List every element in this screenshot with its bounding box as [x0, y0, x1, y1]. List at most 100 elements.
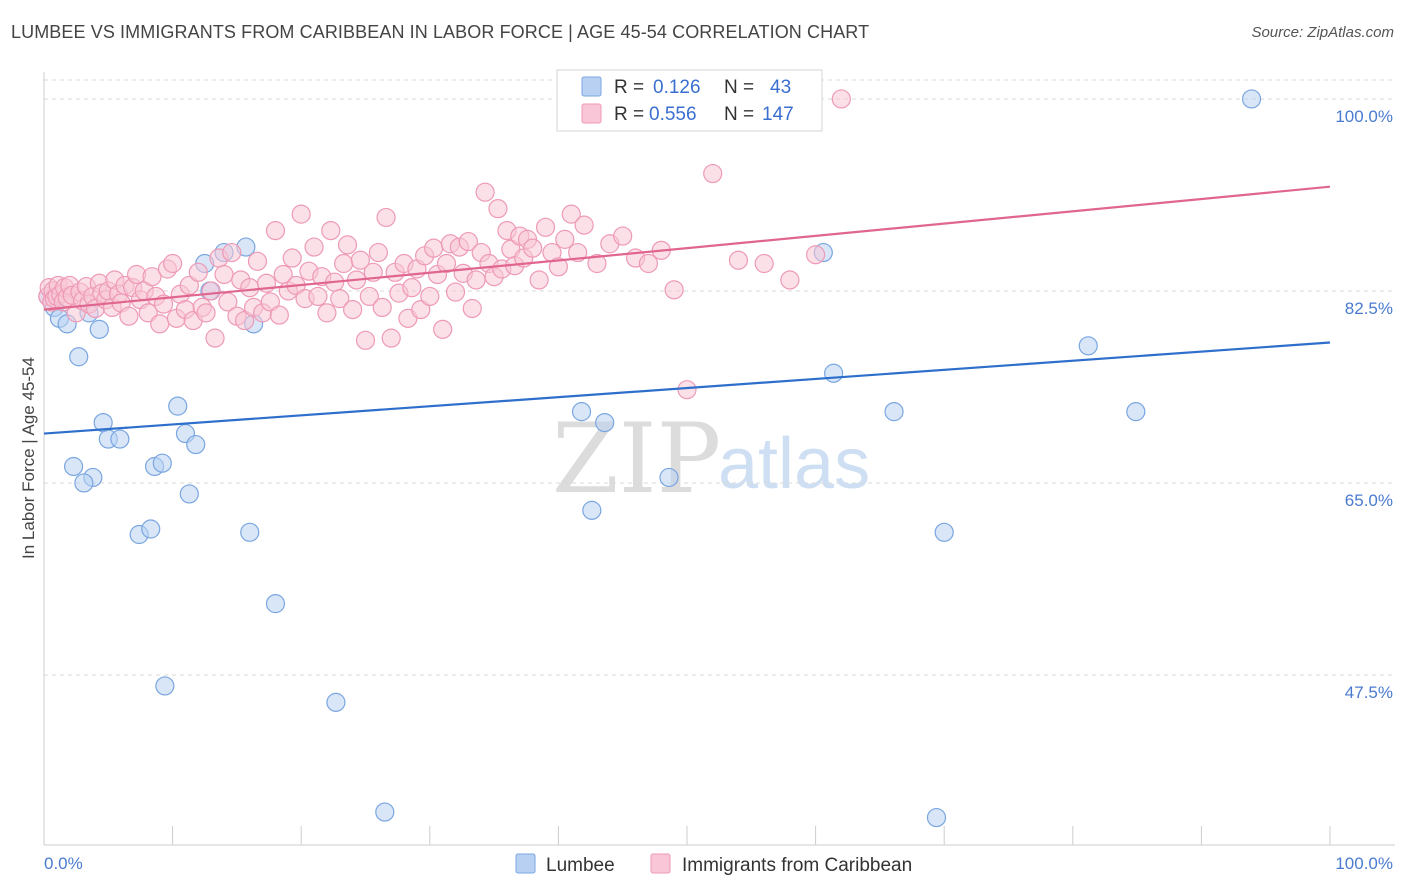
- correlation-legend: R = 0.126 N = 43 R = 0.556 N = 147: [556, 69, 823, 132]
- caribbean-point-80: [334, 253, 354, 274]
- series-legend: Lumbee Immigrants from Caribbean: [515, 853, 912, 876]
- legend-swatch-caribbean: [581, 103, 602, 124]
- lumbee-point-38: [934, 522, 954, 542]
- caribbean-point-101: [424, 238, 444, 258]
- caribbean-point-68: [282, 248, 302, 268]
- y-tick-labels: 100.0% 82.5% 65.0% 47.5%: [1335, 107, 1393, 702]
- caribbean-point-109: [458, 231, 478, 252]
- lumbee-point-31: [582, 500, 602, 520]
- series-legend-swatch-caribbean: [650, 853, 671, 874]
- caribbean-point-145: [805, 245, 826, 265]
- series-caribbean-points: [38, 89, 851, 400]
- lumbee-point-42: [1241, 89, 1262, 109]
- caribbean-point-81: [337, 235, 358, 255]
- lumbee-point-6: [89, 319, 109, 339]
- y-tick-label-3: 47.5%: [1345, 683, 1393, 702]
- caribbean-point-70: [291, 204, 311, 224]
- caribbean-point-143: [754, 253, 774, 274]
- legend-r-value-lumbee: 0.126: [653, 77, 701, 98]
- caribbean-point-40: [163, 253, 183, 274]
- source-credit: Source: ZipAtlas.com: [1251, 24, 1394, 41]
- lumbee-point-18: [168, 396, 188, 416]
- lumbee-point-37: [884, 402, 904, 422]
- caribbean-point-49: [201, 281, 221, 301]
- caribbean-point-135: [613, 226, 633, 246]
- caribbean-point-130: [561, 204, 581, 224]
- caribbean-point-124: [523, 238, 543, 258]
- series-legend-label-lumbee: Lumbee: [546, 855, 615, 876]
- lumbee-point-32: [571, 402, 592, 422]
- caribbean-point-110: [462, 298, 482, 319]
- lumbee-point-40: [1126, 402, 1146, 422]
- caribbean-point-50: [205, 328, 225, 348]
- x-tick-label-max: 100.0%: [1335, 854, 1393, 873]
- caribbean-point-86: [359, 286, 379, 307]
- axes: [43, 72, 1395, 846]
- lumbee-point-11: [74, 473, 94, 493]
- caribbean-point-74: [308, 286, 328, 307]
- lumbee-point-39: [926, 807, 947, 828]
- lumbee-point-5: [69, 347, 89, 367]
- caribbean-point-111: [466, 270, 486, 290]
- caribbean-point-139: [664, 280, 684, 300]
- caribbean-point-103: [433, 319, 453, 339]
- y-tick-label-1: 82.5%: [1345, 299, 1393, 318]
- caribbean-point-76: [317, 303, 337, 323]
- caribbean-point-96: [402, 278, 422, 298]
- caribbean-point-137: [638, 253, 659, 274]
- caribbean-point-146: [831, 89, 851, 109]
- caribbean-point-82: [343, 299, 363, 320]
- lumbee-point-16: [152, 453, 172, 473]
- lumbee-point-33: [595, 413, 615, 433]
- caribbean-point-48: [196, 303, 216, 323]
- caribbean-point-129: [555, 229, 575, 249]
- caribbean-point-77: [321, 221, 341, 241]
- lumbee-point-29: [326, 692, 346, 712]
- caribbean-point-58: [240, 278, 260, 298]
- caribbean-point-125: [529, 270, 549, 290]
- trend-line-caribbean: [43, 185, 1331, 311]
- caribbean-point-141: [703, 163, 723, 184]
- caribbean-point-52: [214, 264, 234, 285]
- caribbean-point-142: [728, 250, 749, 270]
- caribbean-point-133: [587, 253, 607, 274]
- series-legend-swatch-lumbee: [515, 853, 536, 874]
- caribbean-point-37: [150, 314, 170, 334]
- caribbean-point-104: [436, 253, 457, 274]
- lumbee-point-14: [141, 519, 161, 539]
- caribbean-point-64: [265, 221, 286, 241]
- lumbee-point-36: [824, 363, 844, 383]
- caribbean-point-131: [568, 242, 588, 263]
- caribbean-point-100: [420, 286, 440, 307]
- caribbean-point-113: [475, 182, 495, 202]
- caribbean-point-144: [780, 270, 800, 290]
- legend-r-label-lumbee: R =: [614, 77, 644, 98]
- legend-n-value-lumbee: 43: [770, 77, 791, 98]
- trend-line-lumbee: [43, 341, 1331, 435]
- lumbee-point-17: [179, 484, 199, 504]
- y-axis-title: In Labor Force | Age 45-54: [19, 357, 38, 559]
- lumbee-point-27: [265, 594, 286, 614]
- lumbee-point-30: [375, 802, 395, 822]
- caribbean-point-73: [304, 237, 324, 257]
- caribbean-point-65: [269, 305, 289, 325]
- caribbean-point-90: [376, 207, 396, 228]
- lumbee-point-28: [155, 676, 175, 696]
- caribbean-point-63: [260, 292, 280, 312]
- caribbean-point-57: [235, 310, 255, 331]
- legend-n-value-caribbean: 147: [762, 104, 794, 125]
- caribbean-point-89: [372, 297, 392, 317]
- caribbean-point-85: [355, 330, 376, 350]
- caribbean-point-79: [330, 289, 350, 309]
- y-tick-label-0: 100.0%: [1335, 107, 1393, 126]
- lumbee-point-41: [1078, 336, 1098, 356]
- lumbee-point-12: [110, 429, 130, 449]
- watermark-atlas: atlas: [718, 424, 870, 504]
- series-legend-label-caribbean: Immigrants from Caribbean: [682, 855, 912, 876]
- x-tick-label-min: 0.0%: [44, 854, 83, 873]
- caribbean-point-140: [677, 380, 697, 400]
- caribbean-point-116: [488, 199, 508, 219]
- lumbee-point-10: [63, 456, 84, 477]
- legend-n-label-caribbean: N =: [724, 104, 754, 125]
